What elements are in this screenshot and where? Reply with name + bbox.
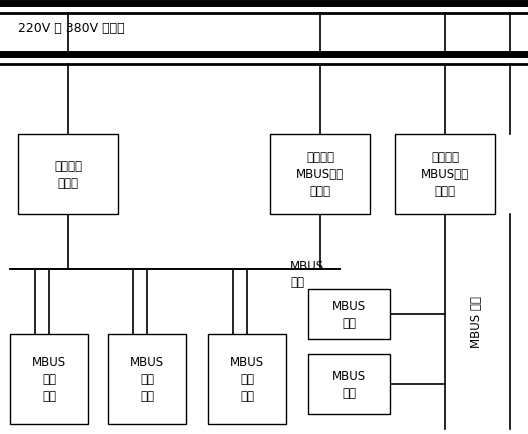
FancyBboxPatch shape (18, 135, 118, 214)
Text: MBUS
仪表: MBUS 仪表 (332, 369, 366, 399)
FancyBboxPatch shape (10, 334, 88, 424)
FancyBboxPatch shape (208, 334, 286, 424)
FancyBboxPatch shape (270, 135, 370, 214)
Text: MBUS
终端
设备: MBUS 终端 设备 (130, 356, 164, 403)
FancyBboxPatch shape (108, 334, 186, 424)
Text: 电力载波
MBUS数据
转化器: 电力载波 MBUS数据 转化器 (421, 151, 469, 198)
FancyBboxPatch shape (308, 354, 390, 414)
Text: MBUS 总线: MBUS 总线 (470, 296, 484, 347)
Text: 220V 或 380V 电力线: 220V 或 380V 电力线 (18, 21, 125, 34)
Text: 电力载波
MBUS数据
转化器: 电力载波 MBUS数据 转化器 (296, 151, 344, 198)
Text: MBUS
仪表: MBUS 仪表 (332, 299, 366, 329)
FancyBboxPatch shape (308, 289, 390, 339)
FancyBboxPatch shape (395, 135, 495, 214)
Text: MBUS
终端
设备: MBUS 终端 设备 (32, 356, 66, 403)
Text: MBUS
总线: MBUS 总线 (290, 260, 324, 288)
Text: 远程集中
控制器: 远程集中 控制器 (54, 160, 82, 190)
Text: MBUS
终端
设备: MBUS 终端 设备 (230, 356, 264, 403)
